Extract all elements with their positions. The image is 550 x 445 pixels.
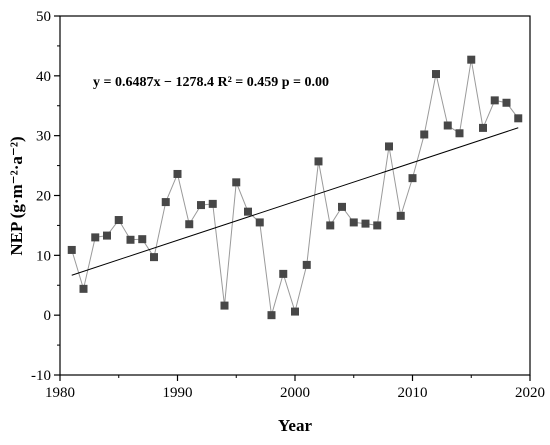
y-tick-label: -10 — [31, 368, 51, 384]
data-point-marker — [385, 142, 393, 151]
series-layer — [67, 55, 523, 320]
y-tick-label: 0 — [44, 308, 52, 324]
data-point-marker — [208, 199, 217, 208]
data-point-marker — [479, 123, 487, 132]
y-tick-label: 30 — [36, 129, 51, 145]
data-point-marker — [408, 174, 417, 183]
data-point-marker — [114, 216, 123, 225]
data-point-marker — [220, 301, 229, 310]
x-tick-label: 1980 — [45, 385, 75, 401]
trend-equation: y = 0.6487x − 1278.4 R² = 0.459 p = 0.00 — [93, 75, 329, 90]
data-point-marker — [267, 311, 276, 320]
nep-series-line — [71, 59, 519, 316]
data-point-marker — [467, 55, 476, 64]
data-point-marker — [79, 284, 88, 293]
data-point-marker — [443, 121, 452, 130]
data-point-marker — [161, 198, 170, 207]
y-axis-title: NEP (g·m⁻²·a⁻²) — [7, 136, 26, 255]
data-point-marker — [314, 157, 323, 166]
data-point-marker — [373, 221, 382, 230]
data-point-marker — [197, 201, 205, 210]
x-axis-ticks: 1980 1990 2000 2010 2020 — [45, 375, 545, 401]
data-point-marker — [244, 207, 252, 216]
y-tick-label: 40 — [36, 69, 51, 85]
data-point-marker — [361, 219, 370, 228]
data-point-marker — [338, 202, 346, 211]
data-point-marker — [514, 114, 523, 123]
x-tick-label: 2020 — [515, 385, 545, 401]
data-point-marker — [103, 231, 111, 240]
data-point-marker — [326, 221, 335, 230]
data-point-marker — [349, 218, 358, 227]
y-axis-ticks: -10 0 10 20 30 40 50 — [31, 9, 60, 384]
data-point-marker — [490, 96, 499, 105]
y-tick-label: 50 — [36, 9, 51, 25]
data-point-marker — [173, 169, 182, 178]
data-point-marker — [279, 269, 288, 278]
trend-line — [71, 127, 519, 276]
data-point-marker — [185, 220, 194, 229]
y-tick-label: 10 — [36, 248, 51, 264]
data-point-marker — [255, 218, 264, 227]
data-point-marker — [67, 245, 76, 254]
data-point-marker — [302, 260, 311, 269]
x-tick-label: 2000 — [280, 385, 310, 401]
y-tick-label: 20 — [36, 189, 51, 205]
x-tick-label: 2010 — [398, 385, 428, 401]
data-point-marker — [396, 211, 405, 220]
data-point-marker — [150, 253, 158, 262]
data-point-marker — [126, 235, 135, 244]
data-point-marker — [232, 178, 241, 187]
data-point-marker — [91, 233, 100, 242]
data-point-marker — [502, 98, 511, 107]
x-axis-title: Year — [278, 416, 312, 435]
data-point-marker — [420, 130, 429, 139]
data-point-marker — [455, 129, 464, 138]
data-point-marker — [432, 70, 440, 79]
plot-frame — [59, 15, 531, 376]
x-tick-label: 1990 — [163, 385, 193, 401]
data-point-marker — [138, 235, 147, 244]
data-point-marker — [291, 307, 299, 316]
